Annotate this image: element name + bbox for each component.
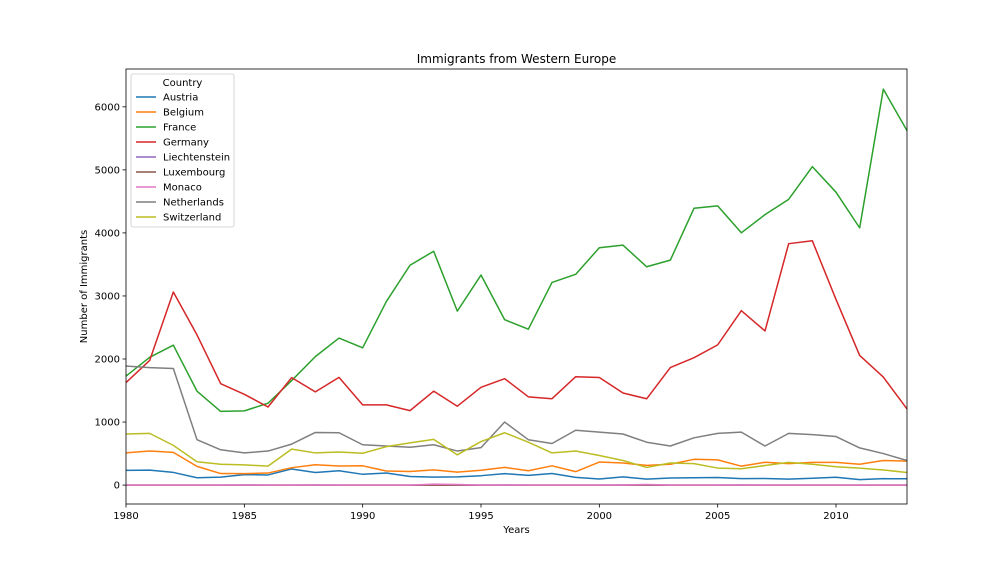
series-line-germany bbox=[125, 240, 908, 412]
y-tick-label: 2000 bbox=[95, 355, 120, 366]
series-line-belgium bbox=[125, 450, 908, 475]
legend-label-luxembourg: Luxembourg bbox=[163, 168, 225, 179]
legend-label-germany: Germany bbox=[163, 138, 209, 149]
x-tick-label: 2005 bbox=[705, 511, 730, 522]
plot-background bbox=[126, 69, 907, 504]
y-tick-label: 1000 bbox=[95, 418, 120, 429]
legend-title: Country bbox=[163, 78, 203, 89]
x-tick-label: 2000 bbox=[587, 511, 612, 522]
y-axis: 0 1000 2000 3000 4000 5000 6000 bbox=[95, 102, 126, 492]
x-tick-label: 2010 bbox=[823, 511, 848, 522]
x-axis-label: Years bbox=[502, 525, 529, 536]
x-tick-label: 1985 bbox=[232, 511, 257, 522]
y-tick-label: 5000 bbox=[95, 165, 120, 176]
legend-label-france: France bbox=[163, 123, 196, 134]
series-line-netherlands bbox=[125, 365, 908, 462]
y-tick-label: 6000 bbox=[95, 102, 120, 113]
series-line-switzerland bbox=[125, 432, 908, 474]
y-axis-label: Number of Immigrants bbox=[79, 230, 90, 343]
chart-title: Immigrants from Western Europe bbox=[417, 52, 617, 66]
y-tick-label: 4000 bbox=[95, 228, 120, 239]
legend-label-liechtenstein: Liechtenstein bbox=[163, 153, 230, 164]
series-lines bbox=[125, 88, 908, 486]
legend-label-switzerland: Switzerland bbox=[163, 213, 221, 224]
plot-frame bbox=[125, 68, 908, 505]
legend-label-netherlands: Netherlands bbox=[163, 198, 224, 209]
series-line-monaco bbox=[126, 483, 907, 486]
legend-label-monaco: Monaco bbox=[163, 183, 202, 194]
legend-box bbox=[130, 73, 235, 228]
series-line-france bbox=[125, 88, 908, 413]
x-tick-label: 1995 bbox=[468, 511, 493, 522]
legend-label-austria: Austria bbox=[163, 93, 198, 104]
legend-label-belgium: Belgium bbox=[163, 108, 204, 119]
x-tick-label: 1990 bbox=[350, 511, 375, 522]
x-axis: 1980 1985 1990 1995 2000 2005 2010 bbox=[113, 504, 849, 522]
legend: Country Austria Belgium France Germany Liech… bbox=[130, 73, 235, 228]
y-tick-label: 3000 bbox=[95, 291, 120, 302]
y-tick-label: 0 bbox=[114, 481, 120, 492]
series-line-austria bbox=[125, 468, 908, 481]
x-tick-label: 1980 bbox=[113, 511, 138, 522]
